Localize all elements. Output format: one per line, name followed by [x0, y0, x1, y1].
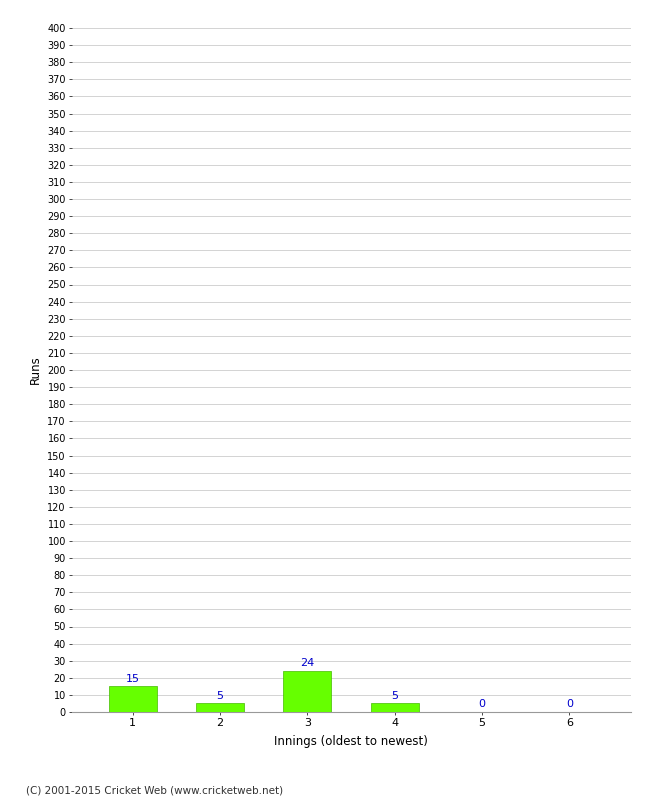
Text: 5: 5 [391, 691, 398, 701]
Text: 24: 24 [300, 658, 315, 668]
Bar [109, 686, 157, 712]
Text: 0: 0 [478, 699, 486, 710]
Text: 0: 0 [566, 699, 573, 710]
Text: 15: 15 [125, 674, 140, 684]
Bar [196, 703, 244, 712]
Text: (C) 2001-2015 Cricket Web (www.cricketweb.net): (C) 2001-2015 Cricket Web (www.cricketwe… [26, 786, 283, 795]
Y-axis label: Runs: Runs [29, 356, 42, 384]
X-axis label: Innings (oldest to newest): Innings (oldest to newest) [274, 734, 428, 747]
Text: 5: 5 [216, 691, 224, 701]
Bar [283, 671, 332, 712]
Bar [370, 703, 419, 712]
